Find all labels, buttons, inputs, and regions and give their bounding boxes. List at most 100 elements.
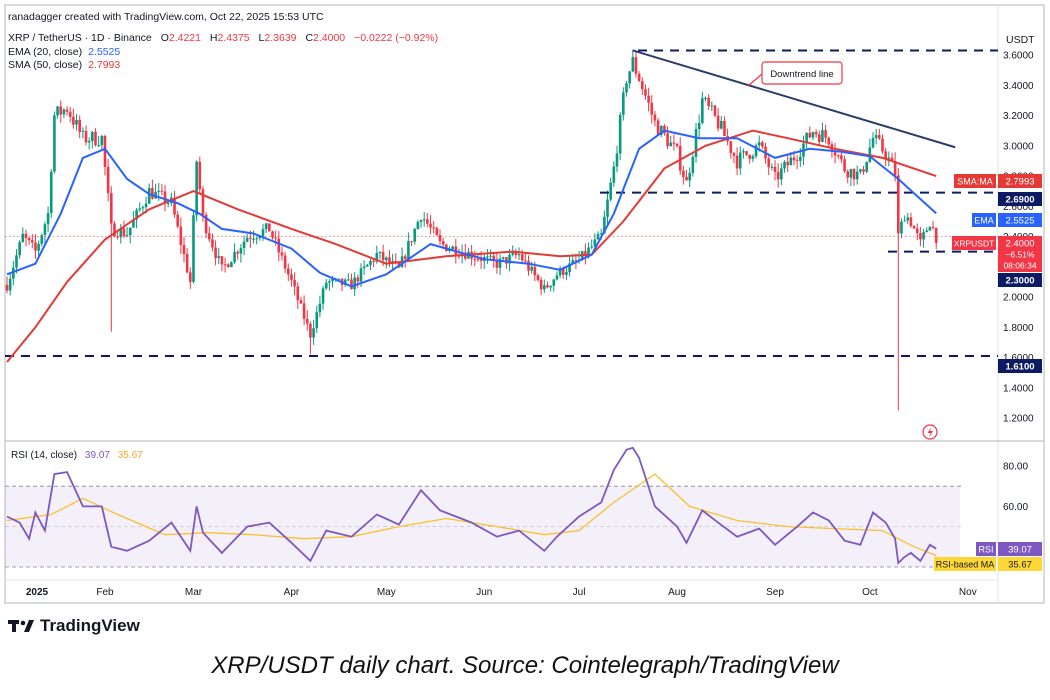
candle — [846, 169, 850, 184]
candle-body — [18, 242, 21, 256]
candle-body — [160, 190, 164, 192]
candle-body — [135, 209, 138, 220]
candle — [896, 167, 900, 411]
candle-body — [543, 285, 546, 290]
candle-body — [12, 267, 15, 279]
candle-body — [628, 71, 631, 84]
candle — [192, 210, 195, 284]
candle-body — [328, 281, 331, 283]
candle — [49, 169, 53, 219]
candle — [87, 137, 91, 150]
candle-body — [27, 237, 31, 241]
candle-body — [505, 257, 508, 264]
candle-body — [751, 156, 755, 159]
time-tick-label: Jun — [476, 587, 492, 598]
candle-body — [100, 135, 104, 146]
price-tick-label: 3.4000 — [1003, 81, 1034, 92]
candle-body — [720, 120, 723, 129]
candle-body — [343, 279, 347, 285]
candle-body — [713, 105, 717, 116]
rsi-lines-layer — [6, 446, 937, 565]
tradingview-logo-icon — [8, 620, 34, 632]
candle-body — [773, 166, 777, 172]
candle — [438, 229, 442, 246]
candle-body — [530, 266, 533, 271]
candle — [239, 243, 243, 263]
candle — [536, 273, 540, 282]
candle — [527, 255, 530, 276]
level-badge-161: 1.6100 — [998, 359, 1042, 373]
level-161-bg — [998, 359, 1042, 373]
candle — [286, 263, 290, 281]
candle — [296, 282, 300, 309]
candle — [309, 321, 312, 355]
candle-body — [561, 268, 565, 275]
tradingview-logo[interactable]: TradingView — [8, 616, 140, 636]
candle-body — [128, 227, 132, 236]
candle — [302, 295, 306, 326]
candle — [811, 131, 815, 141]
candle-body — [410, 241, 413, 243]
candle-body — [280, 252, 284, 256]
candle-body — [615, 153, 619, 167]
candle — [429, 214, 432, 235]
candle-body — [198, 161, 202, 190]
candle-body — [214, 247, 217, 258]
candle-body — [862, 169, 865, 172]
candle — [103, 134, 107, 176]
candle-body — [419, 220, 423, 223]
time-tick-label: Apr — [284, 587, 300, 598]
candle — [328, 279, 331, 291]
lightning-icon[interactable] — [922, 424, 938, 440]
candle — [432, 220, 435, 234]
candle — [12, 260, 15, 286]
candle-body — [865, 161, 868, 172]
candle — [305, 310, 309, 331]
candle-body — [517, 254, 521, 256]
level-269-bg — [998, 192, 1042, 206]
candle-body — [217, 256, 221, 258]
candle-body — [5, 284, 9, 291]
rsi-legend: RSI (14, close) 39.07 35.67 — [11, 450, 143, 461]
candle-body — [732, 152, 736, 156]
level-badge-230: 2.3000 — [998, 273, 1042, 287]
candle — [716, 108, 720, 132]
candle — [268, 223, 271, 232]
candle — [852, 168, 856, 186]
candle-body — [893, 160, 897, 176]
candle-body — [631, 57, 635, 72]
candle — [761, 140, 764, 150]
candle-body — [682, 170, 685, 177]
candle — [356, 274, 360, 289]
candle-body — [274, 237, 277, 239]
candle — [833, 142, 837, 164]
candle-body — [157, 190, 161, 192]
candle — [855, 165, 859, 185]
candle — [419, 219, 423, 228]
candle-body — [653, 114, 657, 121]
candle-body — [176, 214, 179, 227]
candle — [299, 296, 303, 305]
candle-body — [312, 328, 315, 338]
candle — [489, 249, 492, 260]
candle-body — [571, 260, 575, 264]
candle-body — [182, 244, 186, 255]
candle-body — [912, 226, 916, 229]
price-tick-label: 3.6000 — [1003, 51, 1034, 62]
candle-body — [622, 92, 625, 115]
horizontal-levels — [5, 49, 998, 357]
candle — [720, 116, 723, 130]
candle — [78, 115, 81, 139]
candle — [843, 155, 846, 174]
candle — [672, 134, 676, 151]
downtrend-callout[interactable]: Downtrend line — [747, 61, 843, 87]
candle — [685, 169, 688, 181]
candle-body — [166, 202, 170, 204]
candle — [426, 212, 429, 228]
candle-body — [268, 223, 271, 232]
candle-body — [855, 171, 859, 180]
callout-label: Downtrend line — [770, 69, 833, 80]
price-tick-label: 2.0000 — [1003, 293, 1034, 304]
candle-body — [890, 157, 894, 161]
